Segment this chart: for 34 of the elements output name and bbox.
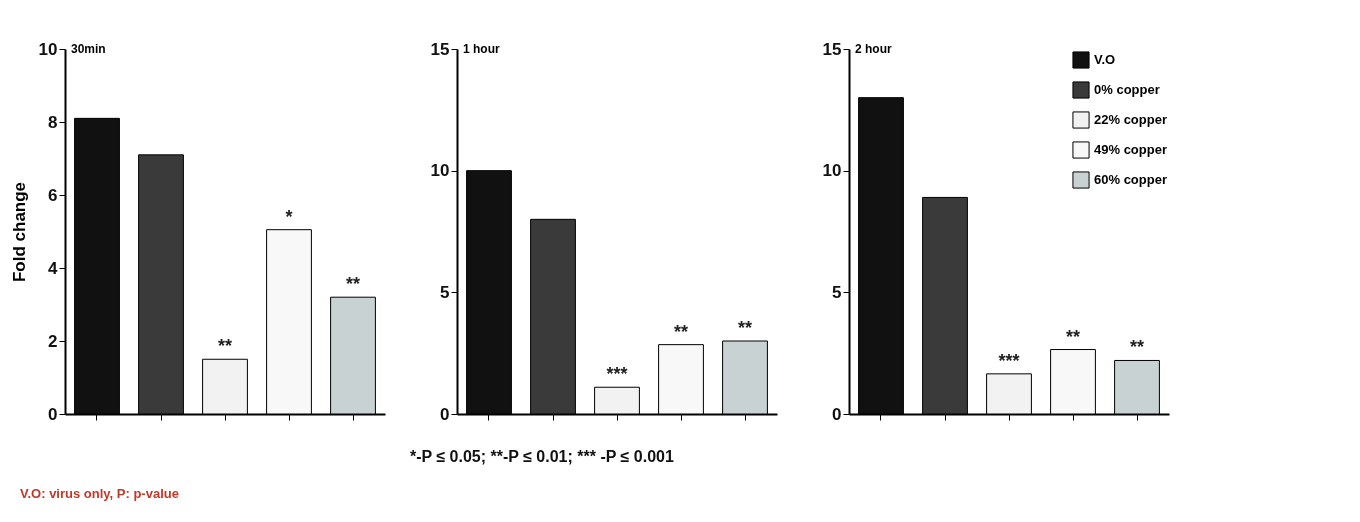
data-label: ** [1065,326,1081,347]
chart-title: 30min [71,42,106,56]
y-tick-label: 8 [48,112,58,132]
data-label: *** [606,364,628,385]
y-tick-label: 5 [832,282,842,302]
chart-title: 2 hour [855,42,892,56]
y-tick-label: 0 [440,404,450,424]
legend-label: 22% copper [1094,112,1167,127]
data-label: *** [998,350,1020,371]
y-tick-label: 2 [48,331,58,351]
chart-title: 1 hour [463,42,500,56]
legend-label: 49% copper [1094,142,1167,157]
y-tick-label: 10 [822,161,842,181]
y-tick-label: 10 [430,161,450,181]
text: *-P ≤ 0.05; **-P ≤ 0.01; *** -P ≤ 0.001 [410,448,674,466]
y-tick-label: 6 [48,185,58,205]
y-tick-label: 15 [822,39,842,59]
data-label: ** [345,274,361,295]
text: V.O: virus only, P: p-value [20,486,179,501]
data-label: * [285,206,293,227]
y-tick-label: 15 [430,39,450,59]
legend-label: 0% copper [1094,82,1160,97]
data-label: ** [673,321,689,342]
y-axis-title: Fold change [9,181,29,283]
legend-label: V.O [1094,52,1116,67]
y-tick-label: 10 [38,39,58,59]
data-label: ** [737,318,753,338]
data-label: ** [1129,337,1145,358]
legend-label: 60% copper [1094,172,1167,187]
y-tick-label: 5 [440,282,450,302]
data-label: ** [217,336,233,357]
y-tick-label: 4 [48,258,59,278]
y-tick-label: 0 [832,404,842,424]
y-tick-label: 0 [48,404,58,424]
